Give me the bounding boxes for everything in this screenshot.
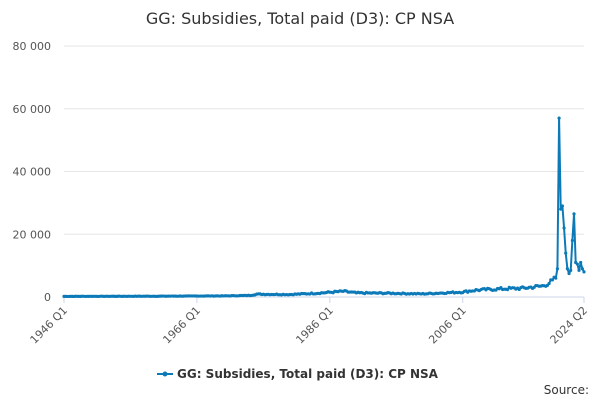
x-tick-label: 1986 Q1 xyxy=(293,304,336,347)
grid xyxy=(64,45,584,298)
data-point[interactable] xyxy=(555,267,560,271)
y-tick-label: 0 xyxy=(44,291,51,304)
data-point[interactable] xyxy=(575,262,579,266)
y-tick-label: 20 000 xyxy=(13,228,52,241)
y-tick-label: 60 000 xyxy=(13,103,52,116)
data-point[interactable] xyxy=(579,260,583,265)
data-point[interactable] xyxy=(577,268,581,272)
x-axis-ticks: 1946 Q1 1966 Q1 1986 Q1 2006 Q1 2024 Q2 xyxy=(28,297,591,347)
x-tick-label: 2006 Q1 xyxy=(426,304,469,347)
source-label: Source: xyxy=(544,383,589,397)
data-point[interactable] xyxy=(559,207,563,211)
plot-area xyxy=(62,116,586,299)
data-point[interactable] xyxy=(564,251,568,255)
data-point[interactable] xyxy=(505,288,510,292)
data-point[interactable] xyxy=(565,267,569,271)
data-point[interactable] xyxy=(570,238,574,243)
data-point[interactable] xyxy=(557,116,561,120)
x-tick-label: 2024 Q2 xyxy=(548,304,591,347)
series-line[interactable] xyxy=(63,117,585,298)
data-point[interactable] xyxy=(554,276,558,280)
y-axis-ticks: 0 20 000 40 000 60 000 80 000 xyxy=(13,40,52,304)
data-point[interactable] xyxy=(550,278,555,282)
data-point[interactable] xyxy=(580,267,584,271)
data-point[interactable] xyxy=(582,270,586,274)
data-point[interactable] xyxy=(560,204,565,208)
data-point[interactable] xyxy=(572,212,576,216)
y-tick-label: 80 000 xyxy=(13,40,52,53)
data-point[interactable] xyxy=(562,226,566,230)
legend[interactable]: GG: Subsidies, Total paid (D3): CP NSA xyxy=(157,367,439,381)
data-point[interactable] xyxy=(567,271,571,276)
chart-title: GG: Subsidies, Total paid (D3): CP NSA xyxy=(146,9,454,28)
x-tick-label: 1946 Q1 xyxy=(28,304,71,347)
x-tick-label: 1966 Q1 xyxy=(160,304,203,347)
data-point[interactable] xyxy=(547,281,551,286)
legend-point-marker xyxy=(162,371,168,377)
legend-series-label[interactable]: GG: Subsidies, Total paid (D3): CP NSA xyxy=(177,367,439,381)
y-tick-label: 40 000 xyxy=(13,166,52,179)
data-point[interactable] xyxy=(569,268,573,272)
